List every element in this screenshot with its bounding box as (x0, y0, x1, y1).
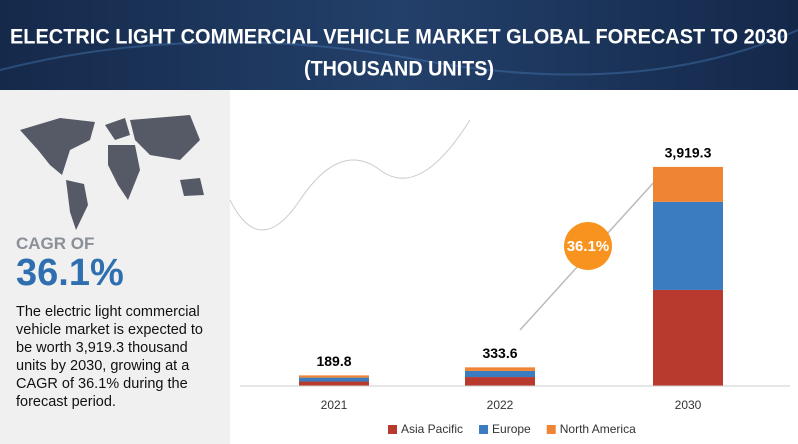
chart-title: ELECTRIC LIGHT COMMERCIAL VEHICLE MARKET… (10, 26, 788, 49)
bar-segment (465, 367, 535, 371)
x-tick-label: 2030 (675, 398, 702, 412)
total-label: 333.6 (482, 345, 517, 361)
x-tick-label: 2021 (321, 398, 348, 412)
bar-segment (299, 381, 369, 386)
legend-label: North America (560, 422, 636, 436)
cagr-badge (564, 222, 612, 270)
world-map (20, 115, 204, 230)
legend-label: Europe (492, 422, 531, 436)
bar-segment (653, 201, 723, 290)
bar-segment (653, 289, 723, 386)
x-tick-label: 2022 (487, 398, 514, 412)
cagr-heading: CAGR OF (16, 234, 95, 253)
legend-swatch (546, 425, 556, 434)
total-label: 3,919.3 (665, 145, 712, 161)
bar-segment (299, 377, 369, 382)
legend-swatch (479, 425, 489, 434)
legend-swatch (388, 425, 397, 434)
bar-segment (465, 370, 535, 378)
bar-segment (653, 166, 723, 202)
deco-curve (229, 119, 471, 231)
total-label: 189.8 (316, 353, 351, 369)
description: The electric light commercial vehicle ma… (16, 304, 203, 410)
legend-label: Asia Pacific (401, 422, 463, 436)
bar-segment (299, 375, 369, 378)
annotation: 36.1% (567, 238, 610, 255)
chart-subtitle: (THOUSAND UNITS) (304, 58, 494, 81)
header-deco (0, 29, 798, 76)
cagr-value: 36.1% (16, 252, 124, 294)
bar-segment (465, 377, 535, 386)
header-bg (0, 0, 798, 90)
